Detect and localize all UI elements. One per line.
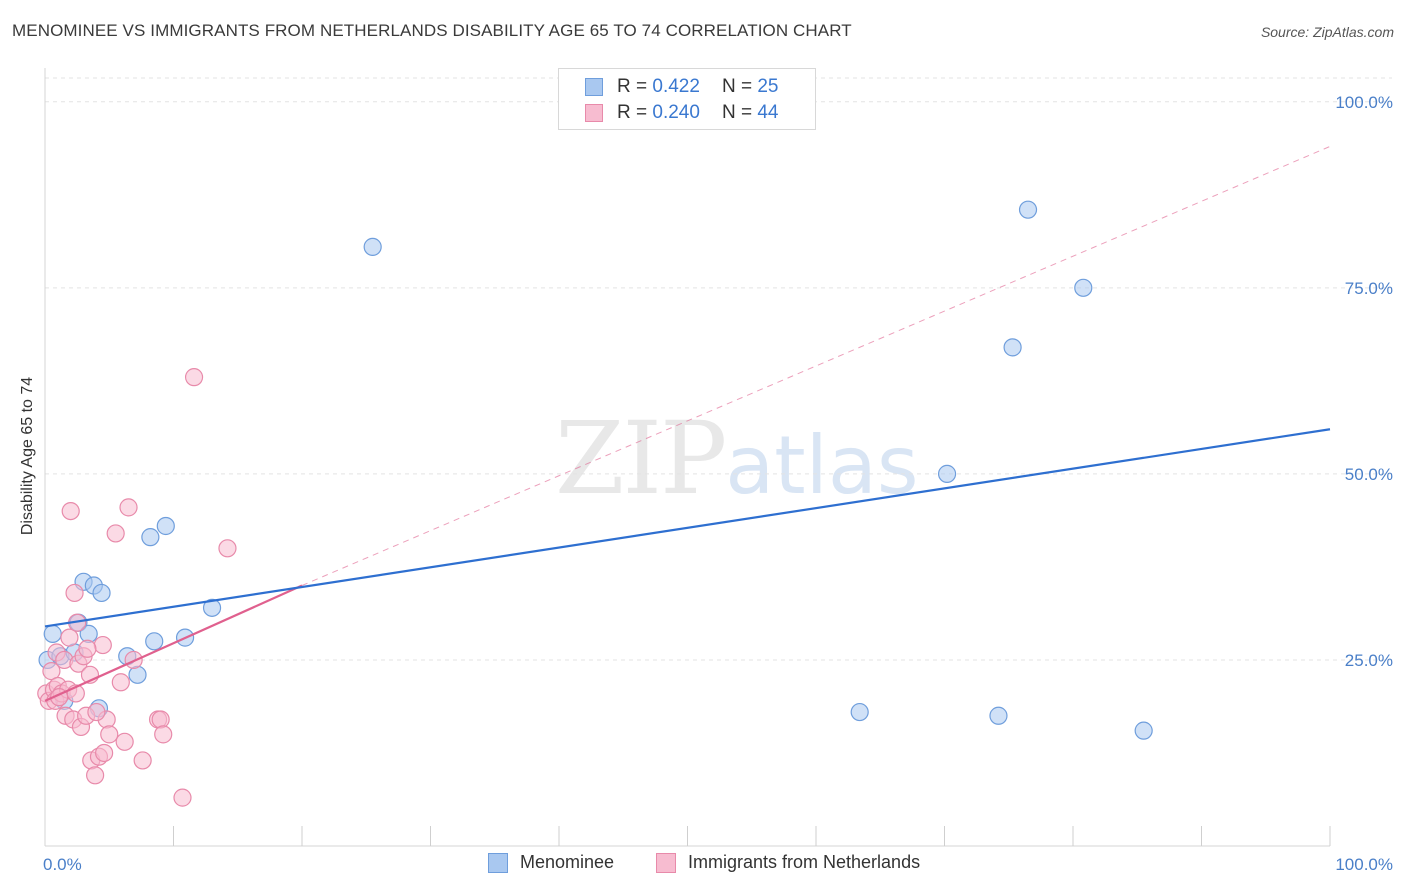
menominee-point (1134, 721, 1153, 740)
menominee-point (43, 624, 62, 643)
y-tick-label: 75.0% (1345, 279, 1393, 298)
netherlands-point (65, 583, 84, 603)
menominee-point (156, 516, 175, 536)
netherlands-point (119, 498, 138, 517)
menominee-point (202, 598, 222, 617)
menominee-point (145, 632, 164, 651)
netherlands-point (173, 788, 192, 807)
legend-r-label: R = (617, 102, 648, 123)
menominee-point (92, 583, 111, 603)
netherlands-point (106, 524, 125, 543)
watermark: ZIPatlas (555, 400, 919, 517)
legend-r-value: 0.240 (652, 102, 700, 123)
menominee-point (1018, 200, 1038, 219)
legend-label-menominee: Menominee (520, 852, 615, 872)
legend-row-menominee: R = 0.422 N = 25 (585, 75, 778, 99)
menominee-point (128, 665, 147, 684)
netherlands-point (60, 628, 79, 647)
legend-n-value: 44 (757, 102, 779, 123)
legend-item-netherlands: Immigrants from Netherlands (656, 852, 920, 873)
menominee-point (141, 528, 160, 547)
netherlands-point (218, 539, 237, 558)
legend-n-value: 25 (757, 76, 779, 97)
legend-swatch-blue (488, 852, 508, 873)
netherlands-point (93, 635, 112, 655)
menominee-point (989, 706, 1008, 725)
legend-r-label: R = (617, 76, 648, 97)
legend-swatch-blue (585, 78, 603, 96)
netherlands-point (111, 673, 130, 692)
netherlands-point (184, 368, 204, 387)
legend-swatch-pink (656, 852, 676, 873)
menominee-point (1074, 278, 1093, 297)
netherlands-trend-line (44, 584, 303, 702)
legend-item-menominee: Menominee (488, 852, 614, 873)
netherlands-point (95, 743, 114, 763)
y-tick-label: 50.0% (1345, 465, 1393, 484)
source-label: Source: ZipAtlas.com (1260, 24, 1394, 40)
netherlands-point (86, 766, 105, 785)
legend-label-netherlands: Immigrants from Netherlands (688, 852, 921, 872)
netherlands-point (78, 639, 97, 658)
chart-title: MENOMINEE VS IMMIGRANTS FROM NETHERLANDS… (12, 21, 852, 40)
x-tick-label: 0.0% (43, 855, 82, 874)
netherlands-point (154, 725, 173, 744)
legend-row-netherlands: R = 0.240 N = 44 (585, 101, 778, 125)
menominee-point (850, 702, 869, 722)
y-tick-label: 25.0% (1345, 651, 1393, 670)
netherlands-point (115, 732, 134, 751)
netherlands-point (100, 725, 119, 744)
netherlands-trend-extended (301, 145, 1331, 586)
correlation-legend: R = 0.422 N = 25 R = 0.240 N = 44 (558, 68, 816, 130)
watermark-zip: ZIP (555, 400, 727, 517)
netherlands-point (87, 702, 106, 722)
netherlands-point (61, 501, 80, 521)
y-tick-label: 100.0% (1335, 93, 1393, 112)
x-tick-label: 100.0% (1335, 855, 1393, 874)
series-legend: Menominee Immigrants from Netherlands (0, 852, 1406, 876)
legend-n-label: N = (721, 102, 753, 123)
netherlands-point (133, 751, 152, 770)
legend-n-label: N = (721, 76, 753, 97)
legend-swatch-pink (585, 104, 603, 122)
legend-r-value: 0.422 (652, 76, 700, 97)
menominee-point (1003, 338, 1022, 357)
menominee-point (937, 464, 957, 483)
menominee-trend-line (44, 428, 1331, 628)
netherlands-point (151, 710, 170, 729)
menominee-point (363, 237, 382, 256)
